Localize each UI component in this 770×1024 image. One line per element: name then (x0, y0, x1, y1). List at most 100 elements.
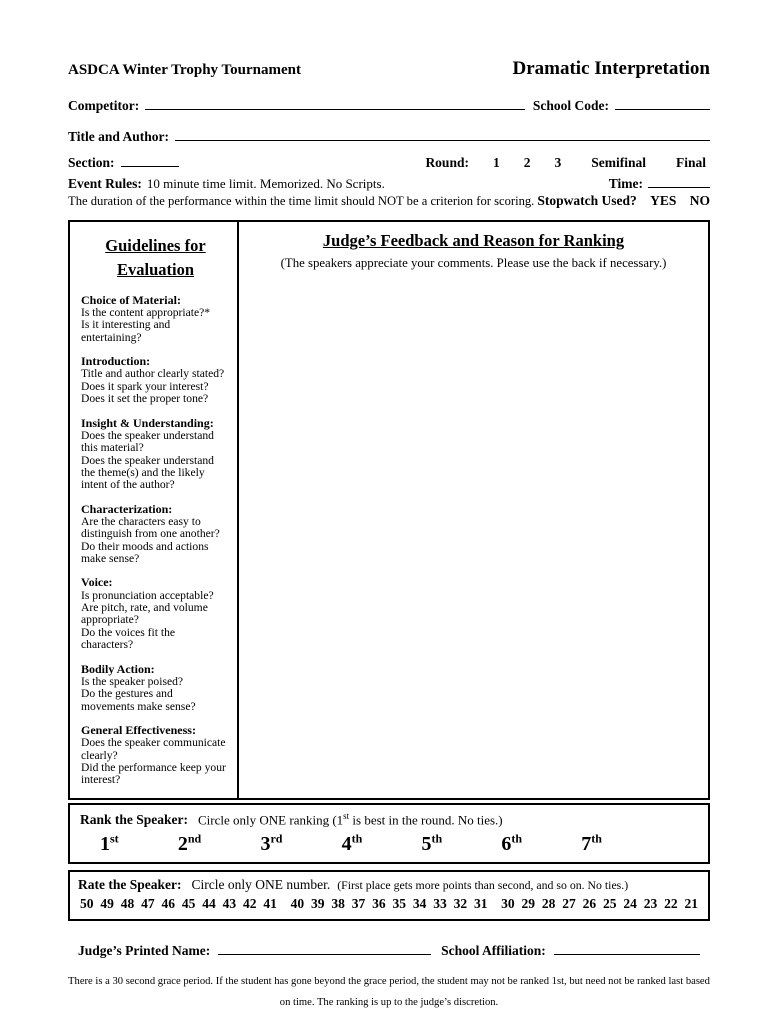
rate-numbers-group-40-31[interactable]: 40 39 38 37 36 35 34 33 32 31 (290, 896, 488, 912)
event-title: Dramatic Interpretation (512, 58, 710, 79)
guideline-body: Are the characters easy to distinguish f… (81, 514, 220, 566)
rank-option-4th[interactable]: 4th (341, 831, 363, 856)
school-code-blank[interactable] (615, 96, 710, 110)
rank-num: 4 (341, 833, 352, 856)
guideline-heading: Introduction: (81, 354, 151, 369)
rank-num: 3 (260, 833, 271, 856)
rank-option-3rd[interactable]: 3rd (260, 831, 283, 856)
rate-numbers-row: 50 49 48 47 46 45 44 43 42 41 40 39 38 3… (78, 893, 700, 912)
time-label: Time: (608, 176, 643, 191)
competitor-row: Competitor: School Code: (68, 96, 710, 114)
competitor-label: Competitor: (68, 98, 140, 113)
rank-num: 6 (501, 833, 512, 856)
guideline-heading: Choice of Material: (81, 292, 181, 307)
rank-instr-sup: st (343, 810, 350, 821)
guideline-heading: Insight & Understanding: (81, 415, 214, 430)
guidelines-title: Guidelines for Evaluation (105, 236, 206, 279)
guideline-section-introduction: Introduction: Title and author clearly s… (81, 355, 230, 405)
round-group: Round: 1 2 3 Semifinal Final (425, 155, 710, 171)
rank-option-5th[interactable]: 5th (421, 831, 443, 856)
rank-option-7th[interactable]: 7th (581, 832, 602, 856)
rank-instr-post: is best in the round. No ties.) (349, 812, 503, 828)
stopwatch-yes[interactable]: YES (650, 193, 677, 208)
rate-instruction: Circle only ONE number. (191, 877, 331, 893)
guideline-body: Does the speaker understand this materia… (81, 428, 214, 492)
school-affiliation-blank[interactable] (553, 941, 700, 956)
judge-row: Judge’s Printed Name: School Affiliation… (68, 941, 710, 959)
title-author-label: Title and Author: (68, 129, 170, 144)
judge-name-label: Judge’s Printed Name: (78, 943, 211, 959)
rate-instruction-line: Rate the Speaker: Circle only ONE number… (78, 877, 700, 893)
rank-option-1st[interactable]: 1st (100, 831, 119, 856)
rank-num: 1 (100, 833, 110, 856)
rank-num: 2 (177, 833, 188, 856)
rate-numbers-group-30-21[interactable]: 30 29 28 27 26 25 24 23 22 21 (501, 896, 698, 912)
rate-numbers-group-50-41[interactable]: 50 49 48 47 46 45 44 43 42 41 (80, 896, 277, 912)
guideline-section-general-effectiveness: General Effectiveness: Does the speaker … (81, 723, 230, 787)
duration-text: The duration of the performance within t… (68, 194, 535, 208)
rate-label: Rate the Speaker: (78, 877, 182, 893)
guidelines-column: Guidelines for Evaluation Choice of Mate… (70, 222, 239, 798)
rank-suffix: th (431, 831, 443, 846)
guideline-section-choice-of-material: Choice of Material: Is the content appro… (81, 292, 230, 344)
rank-options-row: 1st 2nd 3rd 4th 5th 6th 7th (80, 828, 698, 854)
round-label: Round: (425, 155, 469, 170)
rank-instr-pre: Circle only ONE ranking (1 (198, 812, 344, 828)
rate-instruction-note: (First place gets more points than secon… (337, 878, 629, 893)
guideline-body: Is pronunciation acceptable? Are pitch, … (81, 588, 214, 652)
title-author-row: Title and Author: (68, 127, 710, 145)
stopwatch-label: Stopwatch Used? (537, 193, 637, 208)
rank-suffix: th (351, 831, 363, 846)
title-author-blank[interactable] (175, 127, 710, 141)
feedback-writing-area[interactable] (239, 271, 708, 701)
competitor-blank[interactable] (145, 96, 525, 110)
round-option-semifinal[interactable]: Semifinal (591, 155, 646, 170)
rank-num: 5 (421, 833, 432, 856)
rank-instruction-line: Rank the Speaker: Circle only ONE rankin… (80, 811, 698, 828)
rank-suffix: rd (270, 831, 283, 846)
feedback-column: Judge’s Feedback and Reason for Ranking … (239, 222, 708, 798)
main-table: Guidelines for Evaluation Choice of Mate… (68, 220, 710, 800)
round-option-1[interactable]: 1 (492, 155, 500, 170)
event-rules-text: 10 minute time limit. Memorized. No Scri… (146, 176, 385, 191)
section-blank[interactable] (120, 153, 179, 167)
rank-suffix: th (511, 831, 523, 846)
rate-box: Rate the Speaker: Circle only ONE number… (68, 870, 710, 922)
rank-label: Rank the Speaker: (80, 812, 189, 828)
round-option-3[interactable]: 3 (554, 155, 562, 170)
school-code-label: School Code: (532, 98, 609, 113)
feedback-subtitle: (The speakers appreciate your comments. … (280, 256, 667, 270)
stopwatch-no[interactable]: NO (689, 193, 710, 208)
event-rules-label: Event Rules: (68, 176, 142, 191)
guideline-section-insight-understanding: Insight & Understanding: Does the speake… (81, 415, 230, 492)
grace-period-text: There is a 30 second grace period. If th… (68, 976, 710, 1009)
round-option-2[interactable]: 2 (523, 155, 531, 170)
section-label: Section: (68, 155, 115, 170)
guideline-body: Does the speaker communicate clearly? Di… (81, 736, 226, 787)
rank-num: 7 (581, 833, 592, 856)
section-round-row: Section: Round: 1 2 3 Semifinal Final (68, 153, 710, 171)
guideline-section-voice: Voice: Is pronunciation acceptable? Are … (81, 576, 230, 651)
time-group: Time: (609, 174, 710, 192)
guideline-body: Is the content appropriate?* Is it inter… (81, 306, 211, 344)
event-rules-row: Event Rules: 10 minute time limit. Memor… (68, 174, 710, 192)
rank-instruction: Circle only ONE ranking (1st is best in … (198, 811, 503, 828)
duration-row: The duration of the performance within t… (68, 193, 710, 209)
guideline-body: Is the speaker poised? Do the gestures a… (81, 674, 196, 713)
rank-suffix: nd (187, 831, 202, 846)
school-affiliation-label: School Affiliation: (441, 943, 546, 959)
judge-name-blank[interactable] (218, 941, 432, 956)
header: ASDCA Winter Trophy Tournament Dramatic … (68, 58, 710, 80)
guideline-heading: Voice: (81, 575, 113, 590)
rank-suffix: st (110, 831, 119, 846)
guideline-heading: Characterization: (81, 501, 173, 516)
rank-option-2nd[interactable]: 2nd (177, 831, 202, 856)
guideline-section-characterization: Characterization: Are the characters eas… (81, 501, 230, 566)
round-option-final[interactable]: Final (675, 155, 706, 170)
time-blank[interactable] (648, 174, 710, 188)
guideline-heading: Bodily Action: (81, 661, 155, 676)
rank-option-6th[interactable]: 6th (501, 831, 523, 856)
guideline-body: Title and author clearly stated? Does it… (81, 367, 225, 406)
tournament-title: ASDCA Winter Trophy Tournament (68, 62, 301, 78)
